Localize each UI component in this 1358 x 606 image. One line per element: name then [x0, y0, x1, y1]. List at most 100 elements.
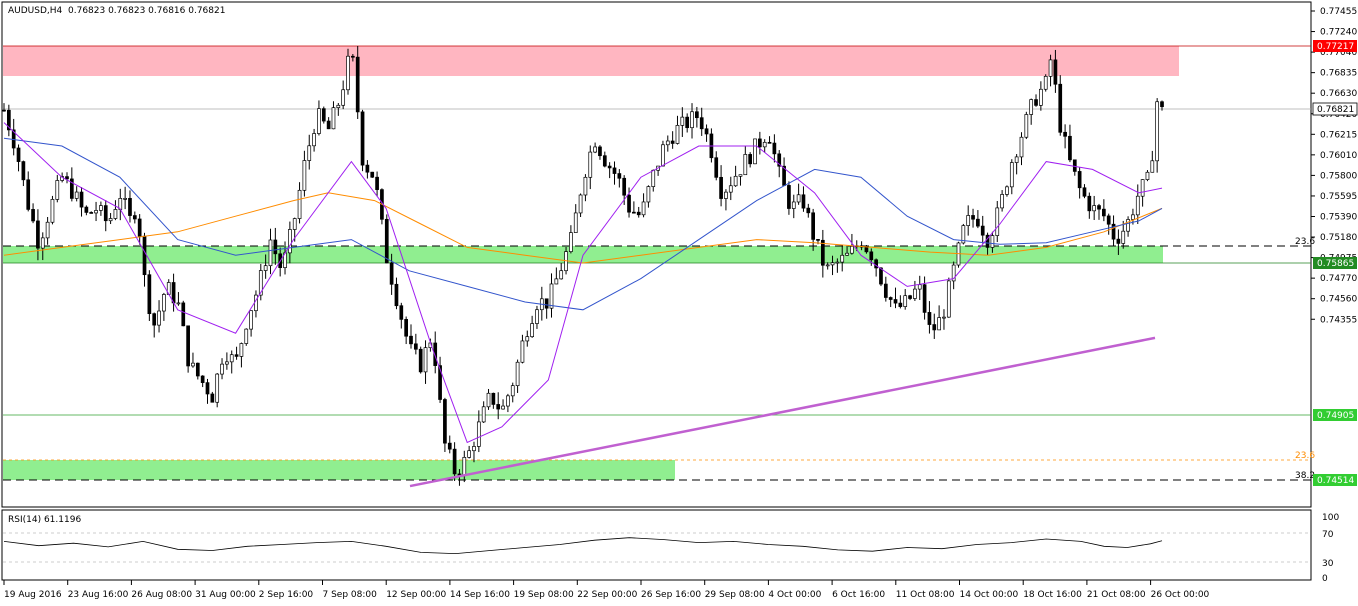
candle-body [704, 128, 709, 135]
candle-body [389, 262, 394, 285]
support-price-label-3: 0.74514 [1317, 476, 1354, 486]
rsi-line [3, 537, 1163, 555]
time-tick-label: 19 Aug 2016 [4, 590, 62, 600]
resistance-zone [3, 46, 1179, 76]
resistance-price-label: 0.77217 [1317, 42, 1354, 52]
candle-body [433, 342, 438, 366]
candle-body [1068, 135, 1072, 161]
rsi-tick-0: 0 [1322, 574, 1328, 584]
ma-slow-line [3, 192, 1163, 264]
candle-body [21, 161, 26, 181]
candle-body [423, 347, 428, 373]
candle-body [113, 209, 118, 219]
candle-body [932, 324, 937, 331]
candle-body [292, 218, 297, 230]
candle-body [307, 145, 312, 161]
time-tick-label: 21 Oct 08:00 [1087, 590, 1146, 600]
candle-body [559, 270, 564, 280]
candle-body [622, 177, 627, 196]
candle-body [578, 194, 583, 214]
time-tick-label: 12 Sep 00:00 [386, 590, 446, 600]
price-tick-label: 0.77240 [1320, 28, 1357, 38]
rsi-tick-100: 100 [1322, 513, 1339, 523]
candle-body [108, 218, 113, 222]
candle-body [288, 229, 292, 254]
candle-body [573, 212, 578, 233]
candle-body [239, 343, 244, 357]
trendline [409, 336, 1156, 488]
price-tick-label: 0.76215 [1320, 130, 1357, 140]
candle-body [229, 354, 234, 363]
candle-body [636, 211, 641, 216]
candle-body [980, 225, 985, 236]
candle-body [26, 179, 31, 210]
candle-body [888, 297, 893, 300]
candle-body [79, 191, 84, 208]
candle-body [1135, 195, 1140, 216]
candle-body [142, 235, 147, 276]
candle-body [375, 176, 379, 190]
candle-body [869, 251, 874, 261]
candle-body [695, 111, 699, 119]
candle-body [675, 125, 680, 144]
candle-body [850, 245, 854, 254]
candle-body [554, 278, 559, 285]
candle-body [738, 174, 743, 177]
candle-body [1145, 171, 1150, 180]
time-tick-label: 11 Oct 08:00 [896, 590, 955, 600]
candle-body [995, 207, 1000, 236]
candle-body [990, 235, 995, 248]
candle-body [835, 261, 840, 264]
candle-body [137, 218, 142, 237]
symbol-label: AUDUSD,H4 [8, 6, 63, 16]
ma-fast-line [3, 122, 1163, 444]
time-tick-label: 2 Sep 16:00 [259, 590, 314, 600]
candle-body [602, 155, 607, 167]
candle-body [1077, 171, 1082, 189]
time-tick-label: 26 Aug 08:00 [131, 590, 192, 600]
time-tick-label: 23 Aug 16:00 [68, 590, 129, 600]
candle-body [1102, 208, 1106, 217]
ma-mid-line [3, 137, 1163, 311]
candle-body [191, 362, 195, 367]
candle-body [176, 302, 181, 305]
candle-body [360, 111, 365, 166]
candle-body [69, 178, 74, 199]
candle-body [413, 343, 418, 350]
candle-body [467, 450, 471, 458]
candle-body [1005, 186, 1009, 195]
candle-body [612, 167, 617, 174]
candle-body [1140, 179, 1145, 197]
support-zone-2 [3, 460, 675, 480]
candle-body [898, 302, 903, 307]
candle-body [1121, 230, 1126, 244]
candle-body [627, 194, 631, 213]
candle-body [365, 164, 370, 173]
price-tick-label: 0.74560 [1320, 295, 1357, 305]
candle-body [1116, 238, 1121, 244]
price-tick-label: 0.75390 [1320, 213, 1357, 223]
time-axis: 19 Aug 2016 23 Aug 16:00 26 Aug 08:00 31 Au… [3, 580, 1210, 600]
candle-body [1043, 75, 1048, 90]
candle-body [646, 186, 651, 203]
candle-body [985, 234, 990, 248]
price-tick-label: 0.75595 [1320, 192, 1357, 202]
candle-body [879, 267, 883, 285]
candle-body [724, 191, 728, 199]
candle-body [569, 232, 573, 252]
candle-body [2, 109, 6, 112]
candle-body [472, 446, 476, 452]
candle-body [917, 284, 922, 290]
candle-body [215, 373, 220, 403]
candle-body [515, 361, 520, 387]
candle-body [937, 317, 941, 331]
price-tick-label: 0.76630 [1320, 89, 1357, 99]
candle-body [481, 406, 486, 423]
candle-body [89, 212, 94, 214]
candle-body [544, 298, 549, 309]
time-tick-label: 18 Oct 16:00 [1023, 590, 1082, 600]
fib-382-label: 38.2 [1295, 471, 1315, 481]
candle-body [1009, 162, 1014, 188]
candle-body [399, 305, 404, 320]
candle-body [317, 108, 321, 134]
